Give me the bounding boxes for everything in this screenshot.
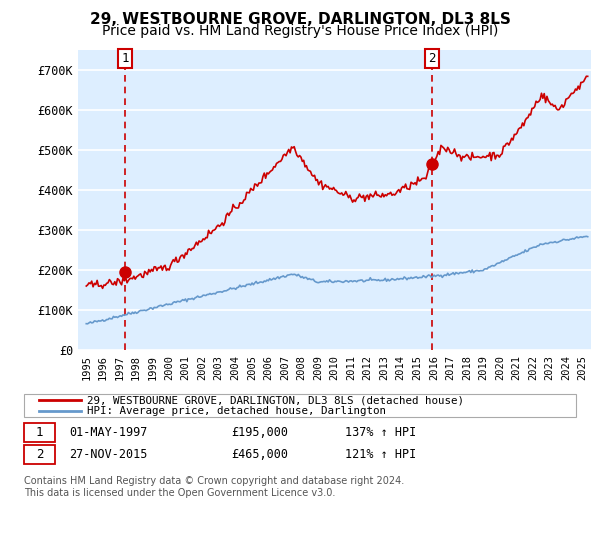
Text: HPI: Average price, detached house, Darlington: HPI: Average price, detached house, Darl…	[87, 407, 386, 416]
Text: £465,000: £465,000	[231, 448, 288, 461]
Text: 01-MAY-1997: 01-MAY-1997	[69, 426, 148, 439]
Text: 2: 2	[36, 448, 43, 461]
Text: 27-NOV-2015: 27-NOV-2015	[69, 448, 148, 461]
Text: 1: 1	[36, 426, 43, 439]
Text: 29, WESTBOURNE GROVE, DARLINGTON, DL3 8LS: 29, WESTBOURNE GROVE, DARLINGTON, DL3 8L…	[89, 12, 511, 27]
Text: 121% ↑ HPI: 121% ↑ HPI	[345, 448, 416, 461]
Text: 1: 1	[121, 52, 128, 65]
Text: Price paid vs. HM Land Registry's House Price Index (HPI): Price paid vs. HM Land Registry's House …	[102, 24, 498, 38]
Text: £195,000: £195,000	[231, 426, 288, 439]
Text: 2: 2	[428, 52, 436, 65]
Text: 137% ↑ HPI: 137% ↑ HPI	[345, 426, 416, 439]
Text: Contains HM Land Registry data © Crown copyright and database right 2024.
This d: Contains HM Land Registry data © Crown c…	[24, 476, 404, 498]
Text: 29, WESTBOURNE GROVE, DARLINGTON, DL3 8LS (detached house): 29, WESTBOURNE GROVE, DARLINGTON, DL3 8L…	[87, 395, 464, 405]
